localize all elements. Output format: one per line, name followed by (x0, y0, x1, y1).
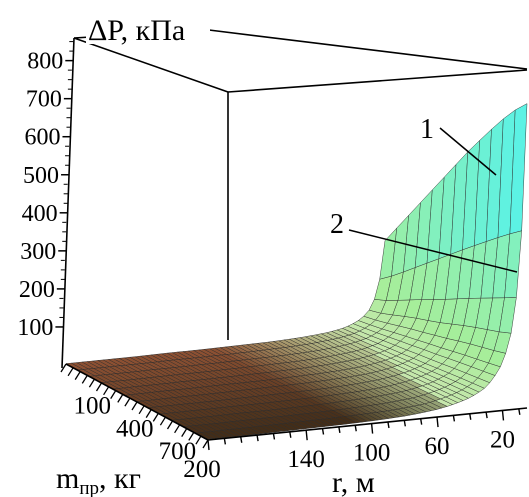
r-tick-mark (305, 430, 308, 441)
m-tick-mark (60, 363, 67, 373)
m-tick-label: 400 (116, 415, 154, 442)
m-tick-mark (74, 371, 81, 380)
z-axis-label: ΔP, кПа (88, 14, 185, 47)
r-tick-mark (207, 439, 210, 451)
z-tick-label: 500 (23, 163, 59, 189)
r-tick-mark (370, 423, 374, 434)
z-tick-label: 800 (27, 49, 63, 75)
m-tick-mark (95, 382, 103, 392)
z-label-bg (86, 10, 210, 44)
r-tick-mark (223, 438, 227, 445)
m-tick-mark (195, 435, 202, 445)
z-tick-label: 300 (20, 239, 56, 265)
r-tick-mark (403, 420, 406, 427)
m-tick-label: 100 (73, 393, 111, 420)
r-axis-label: r, м (332, 466, 375, 497)
curve-label-2-text: 2 (330, 209, 344, 240)
surface-patch (509, 103, 528, 235)
m-tick-mark (88, 378, 95, 388)
r-tick-mark (338, 426, 341, 433)
m-tick-mark (81, 375, 88, 384)
box-edge-back-top-right (208, 29, 528, 70)
r-axis-ticks: 20 60 100 140 200 (183, 408, 521, 483)
curve-label-1: 1 (420, 114, 497, 176)
m-tick-mark (174, 424, 181, 434)
z-axis-ticks: 800 700 600 500 400 300 200 100 (17, 41, 74, 341)
r-tick-mark (452, 415, 456, 422)
m-tick-mark (117, 394, 124, 403)
r-tick-mark (518, 408, 521, 415)
m-axis-label-main: m (56, 462, 79, 495)
r-tick-label: 20 (490, 426, 515, 453)
m-tick-mark (152, 413, 159, 422)
m-axis-label-sub: пр (79, 478, 99, 497)
r-tick-mark (436, 416, 439, 428)
r-tick-mark (419, 418, 423, 425)
surface-mesh (65, 103, 528, 440)
z-tick-label: 600 (24, 125, 60, 151)
r-tick-mark (256, 434, 259, 442)
m-tick-mark (145, 409, 152, 418)
m-axis-label: mпр, кг (56, 462, 141, 497)
r-tick-mark (501, 410, 505, 421)
curve-label-2: 2 (330, 209, 518, 273)
box-frame (61, 29, 528, 369)
z-tick-label: 700 (26, 87, 62, 113)
m-tick-mark (181, 428, 188, 437)
r-tick-label: 140 (287, 446, 325, 473)
m-tick-mark (103, 386, 110, 396)
z-tick-label: 200 (19, 277, 55, 303)
curve-label-1-text: 1 (420, 114, 434, 145)
m-tick-label: 700 (159, 438, 197, 465)
z-tick-label: 100 (17, 315, 53, 341)
r-tick-mark (240, 436, 243, 443)
curve-label-1-leader (439, 127, 497, 176)
curve-label-2-leader (348, 229, 518, 273)
r-tick-mark (321, 428, 325, 435)
box-edge-front-top (227, 69, 528, 93)
r-tick-mark (485, 411, 488, 419)
r-tick-mark (387, 421, 390, 429)
m-tick-mark (124, 397, 131, 407)
r-tick-label: 60 (425, 433, 450, 460)
m-tick-mark (202, 439, 209, 449)
m-tick-mark (67, 367, 74, 377)
z-tick-label: 400 (22, 201, 58, 227)
m-tick-mark (166, 420, 174, 430)
m-tick-mark (131, 401, 138, 411)
m-axis-label-unit: , кг (99, 462, 141, 495)
m-tick-mark (138, 405, 145, 415)
r-tick-mark (289, 431, 292, 438)
m-tick-mark (188, 432, 195, 441)
r-tick-label: 200 (183, 456, 221, 483)
box-edge-z-axis (61, 37, 75, 369)
axis-r-line (207, 407, 528, 441)
r-tick-mark (469, 413, 472, 420)
r-tick-label: 100 (353, 440, 391, 467)
m-tick-mark (110, 390, 117, 399)
r-tick-mark (272, 433, 276, 440)
r-tick-mark (354, 425, 357, 432)
m-tick-mark (159, 416, 166, 426)
box-edge-diagonal (73, 37, 229, 93)
